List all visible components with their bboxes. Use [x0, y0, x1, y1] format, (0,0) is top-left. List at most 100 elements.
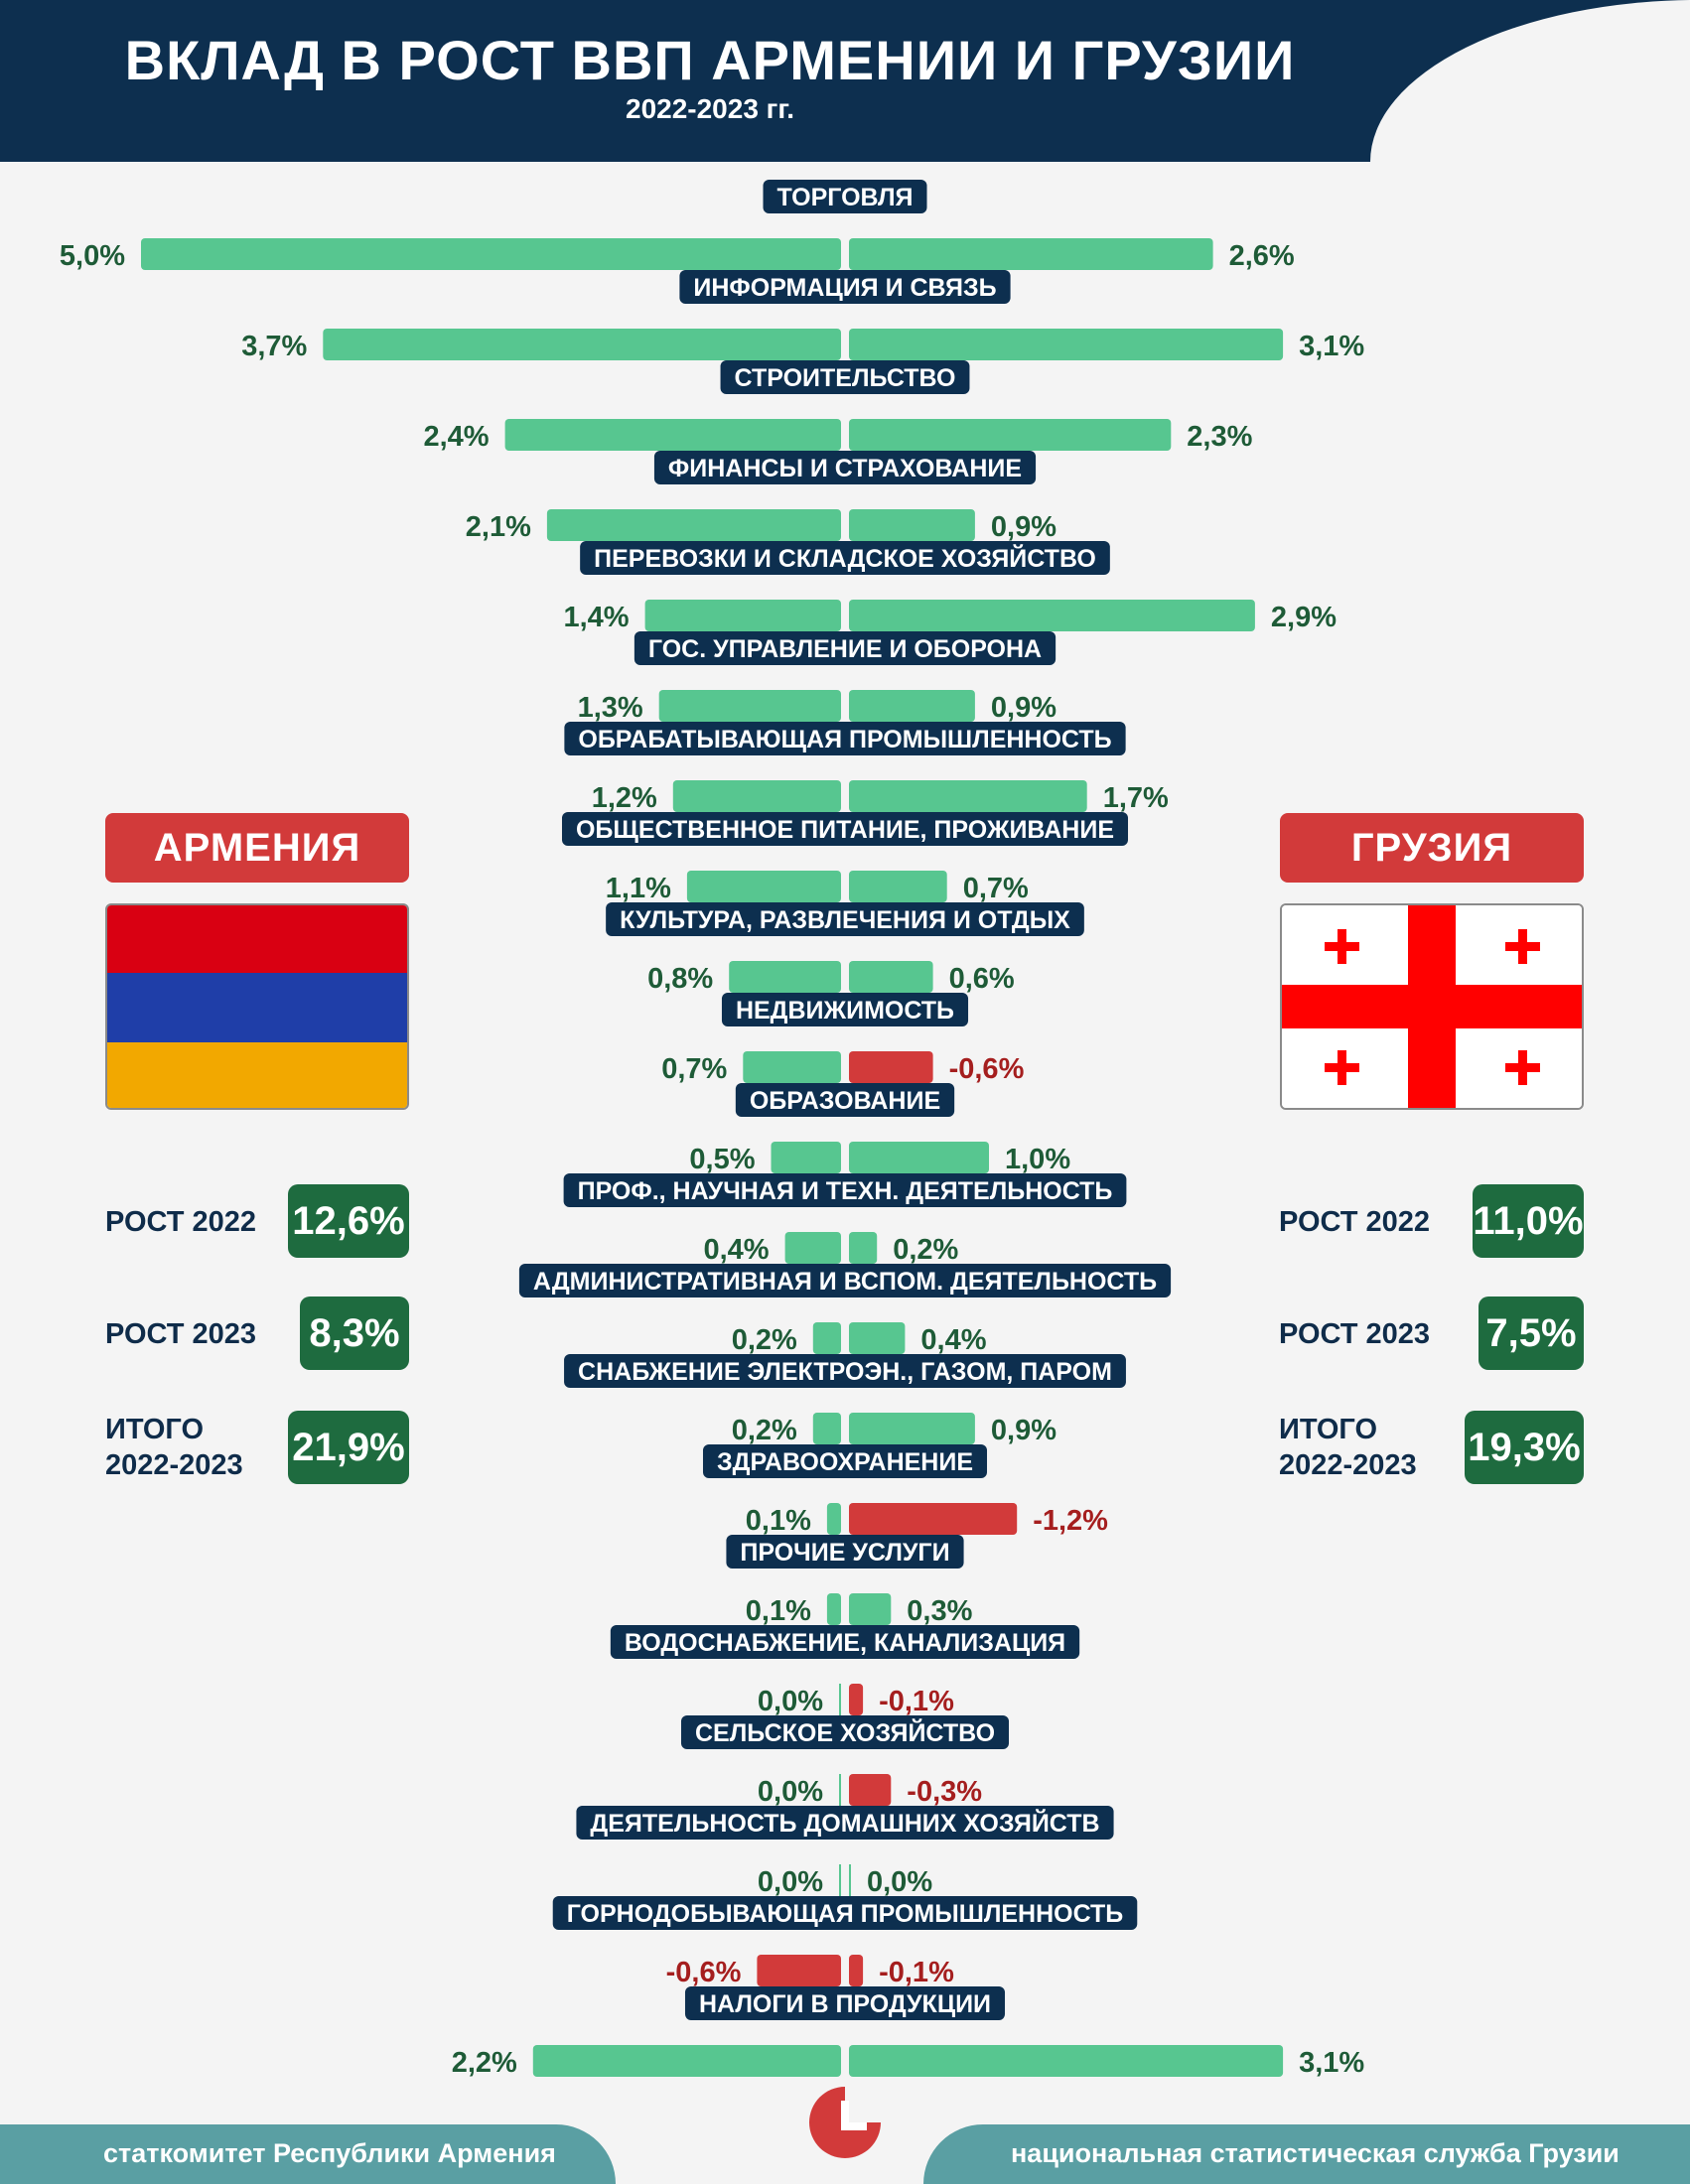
- category-pill: [684, 1986, 1006, 2020]
- armenia-value-label: 3,7%: [241, 331, 307, 362]
- georgia-flag-crosses: [1282, 905, 1582, 1108]
- georgia-bar: [849, 238, 1213, 270]
- category-pill: [552, 1896, 1138, 1930]
- armenia-bar: [784, 1232, 841, 1264]
- georgia-value-label: 0,6%: [949, 963, 1015, 995]
- georgia-bar: [849, 419, 1172, 451]
- georgia-bar: [849, 1142, 989, 1173]
- armenia-growth-2022-value: 12,6%: [288, 1184, 409, 1258]
- armenia-growth-2022-label: РОСТ 2022: [105, 1206, 257, 1238]
- category-pill: [720, 360, 970, 394]
- category-label: ТОРГОВЛЯ: [777, 184, 914, 211]
- georgia-bar: [849, 690, 975, 722]
- armenia-value-label: 2,2%: [452, 2047, 517, 2079]
- logo-icon: [809, 2087, 881, 2158]
- page-subtitle: 2022-2023 гг.: [626, 93, 794, 124]
- armenia-bar: [826, 1503, 841, 1535]
- category-label: СЕЛЬСКОЕ ХОЗЯЙСТВО: [695, 1717, 995, 1747]
- armenia-value-label: 1,2%: [592, 782, 657, 814]
- category-pill: [735, 1083, 955, 1117]
- armenia-value-label: 0,2%: [732, 1415, 797, 1446]
- georgia-bar: [849, 1955, 864, 1986]
- armenia-bar: [771, 1142, 841, 1173]
- armenia-bar: [504, 419, 841, 451]
- georgia-value-label: 0,9%: [991, 1415, 1056, 1446]
- georgia-total-value: 19,3%: [1465, 1411, 1584, 1484]
- georgia-value-label: 0,9%: [991, 511, 1056, 543]
- category-pill: [561, 812, 1129, 846]
- georgia-bar: [849, 1684, 864, 1715]
- category-label: ОБРАЗОВАНИЕ: [750, 1087, 940, 1115]
- category-pill: [606, 902, 1084, 936]
- armenia-value-label: 0,8%: [647, 963, 713, 995]
- georgia-value-label: 1,7%: [1103, 782, 1169, 814]
- armenia-value-label: 0,0%: [758, 1866, 823, 1898]
- category-pill: [680, 1715, 1010, 1749]
- armenia-bar: [141, 238, 841, 270]
- georgia-bar: [849, 509, 975, 541]
- category-label: ФИНАНСЫ И СТРАХОВАНИЕ: [668, 455, 1022, 482]
- category-label: ДЕЯТЕЛЬНОСТЬ ДОМАШНИХ ХОЗЯЙСТВ: [590, 1808, 1099, 1838]
- georgia-value-label: 0,9%: [991, 692, 1056, 724]
- armenia-growth-2023-label: РОСТ 2023: [105, 1318, 257, 1350]
- georgia-total-label-2: 2022-2023: [1279, 1449, 1417, 1481]
- georgia-value-label: 0,7%: [963, 873, 1029, 904]
- armenia-value-label: 0,1%: [746, 1505, 811, 1537]
- category-pill: [653, 451, 1037, 484]
- georgia-bar: [849, 1774, 892, 1806]
- georgia-bar: [849, 961, 933, 993]
- georgia-bar: [849, 1413, 975, 1444]
- armenia-bar: [812, 1322, 841, 1354]
- category-label: ГОС. УПРАВЛЕНИЕ И ОБОРОНА: [648, 635, 1042, 663]
- georgia-growth-2022-label: РОСТ 2022: [1279, 1206, 1431, 1238]
- armenia-total-label-1: ИТОГО: [105, 1414, 205, 1445]
- armenia-value-label: 5,0%: [60, 240, 125, 272]
- georgia-value-label: -0,1%: [879, 1686, 954, 1717]
- category-label: ПРОЧИЕ УСЛУГИ: [740, 1539, 949, 1567]
- armenia-bar: [323, 329, 841, 360]
- armenia-total-value: 21,9%: [288, 1411, 409, 1484]
- category-pill: [634, 631, 1056, 665]
- georgia-bar: [849, 1864, 851, 1896]
- armenia-flag-icon: [105, 903, 409, 1110]
- category-label: НАЛОГИ В ПРОДУКЦИИ: [699, 1990, 991, 2018]
- georgia-bar: [849, 1593, 892, 1625]
- armenia-bar: [839, 1864, 841, 1896]
- armenia-value-label: 0,7%: [661, 1053, 727, 1085]
- armenia-value-label: 0,2%: [732, 1324, 797, 1356]
- georgia-label: ГРУЗИЯ: [1280, 813, 1584, 883]
- footer-source-armenia: статкомитет Республики Армения: [103, 2138, 556, 2168]
- category-pill: [518, 1264, 1172, 1297]
- footer-right-band: [923, 2124, 1690, 2184]
- georgia-value-label: -0,3%: [907, 1776, 982, 1808]
- category-pill: [679, 270, 1011, 304]
- category-pill: [726, 1535, 964, 1569]
- georgia-bar: [849, 1503, 1018, 1535]
- category-label: СТРОИТЕЛЬСТВО: [735, 364, 956, 392]
- armenia-bar: [658, 690, 841, 722]
- georgia-total-label-1: ИТОГО: [1279, 1414, 1378, 1445]
- diverging-bar-chart: ТОРГОВЛЯ 5,0% 2,6% ИНФОРМАЦИЯ И СВЯЗЬ 3,7% 3,…: [60, 180, 1364, 2079]
- category-label: ГОРНОДОБЫВАЮЩАЯ ПРОМЫШЛЕННОСТЬ: [567, 1900, 1124, 1928]
- category-label: ИНФОРМАЦИЯ И СВЯЗЬ: [693, 274, 996, 302]
- armenia-label: АРМЕНИЯ: [105, 813, 409, 883]
- georgia-value-label: 0,2%: [893, 1234, 958, 1266]
- category-label: ОБРАБАТЫВАЮЩАЯ ПРОМЫШЛЕННОСТЬ: [578, 726, 1111, 753]
- armenia-bar: [839, 1684, 841, 1715]
- category-pill: [563, 1173, 1127, 1207]
- armenia-value-label: 0,4%: [703, 1234, 769, 1266]
- armenia-value-label: 2,4%: [423, 421, 489, 453]
- armenia-bar: [532, 2045, 841, 2077]
- georgia-value-label: 3,1%: [1299, 331, 1364, 362]
- footer-source-georgia: национальная статистическая служба Грузи…: [1011, 2138, 1620, 2168]
- georgia-bar: [849, 1322, 906, 1354]
- armenia-bar: [546, 509, 841, 541]
- armenia-bar: [812, 1413, 841, 1444]
- category-pill: [564, 1354, 1126, 1388]
- armenia-growth-2023-value: 8,3%: [300, 1297, 409, 1370]
- georgia-value-label: 2,3%: [1187, 421, 1252, 453]
- category-label: АДМИНИСТРАТИВНАЯ И ВСПОМ. ДЕЯТЕЛЬНОСТЬ: [533, 1268, 1157, 1296]
- georgia-value-label: -0,6%: [949, 1053, 1025, 1085]
- armenia-value-label: 2,1%: [466, 511, 531, 543]
- georgia-growth-2022-value: 11,0%: [1473, 1184, 1584, 1258]
